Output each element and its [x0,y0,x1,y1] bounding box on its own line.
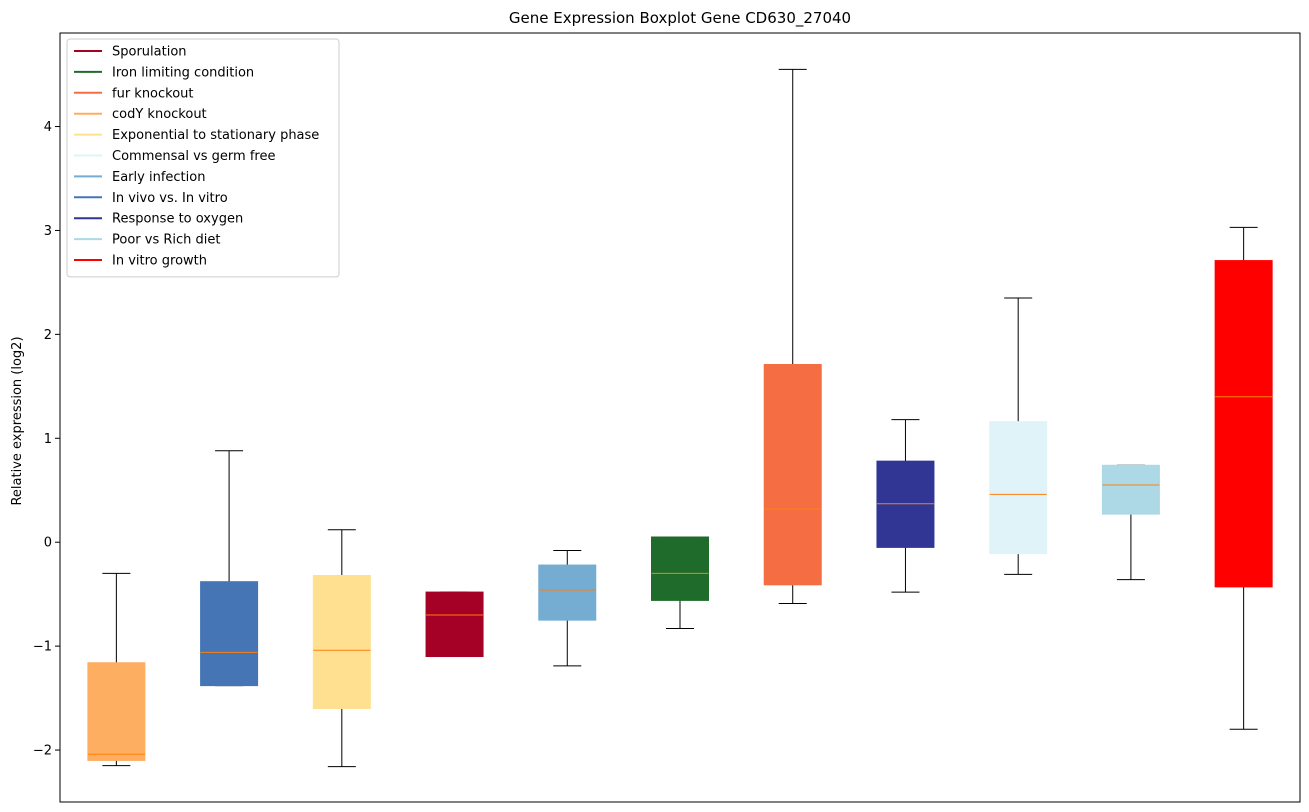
box [651,536,709,601]
legend-label: Iron limiting condition [112,65,254,80]
y-axis-label: Relative expression (log2) [10,336,25,505]
plot-area [59,32,1301,803]
box [87,662,146,761]
y-axis: −2 −1 0 1 2 3 4 [33,120,60,759]
y-tick-label: −2 [33,744,52,759]
legend-label: Commensal vs germ free [112,149,275,164]
legend-label: Exponential to stationary phase [112,128,319,143]
legend-label: Poor vs Rich diet [112,233,220,248]
y-tick-label: 2 [44,328,52,343]
legend-label: Response to oxygen [112,212,243,227]
legend-frame [66,38,340,278]
box [989,421,1048,555]
box [538,564,597,621]
legend: Sporulation Iron limiting condition fur kn… [66,38,340,278]
box [200,581,259,687]
chart-title: Gene Expression Boxplot Gene CD630_27040 [509,9,851,28]
box [876,460,935,548]
legend-label: In vivo vs. In vitro [112,191,228,206]
box [1214,260,1273,588]
y-tick-label: 4 [44,120,52,135]
legend-label: codY knockout [112,107,207,122]
legend-label: In vitro growth [112,254,207,269]
boxes [87,68,1273,768]
legend-label: Early infection [112,170,205,185]
box [1101,464,1160,515]
legend-label: fur knockout [112,86,194,101]
box [312,574,371,709]
y-tick-label: −1 [33,640,52,655]
y-tick-label: 1 [44,432,52,447]
y-tick-label: 0 [44,536,52,551]
y-tick-label: 3 [44,224,52,239]
box [763,364,822,586]
legend-label: Sporulation [112,45,187,60]
box [425,591,484,658]
